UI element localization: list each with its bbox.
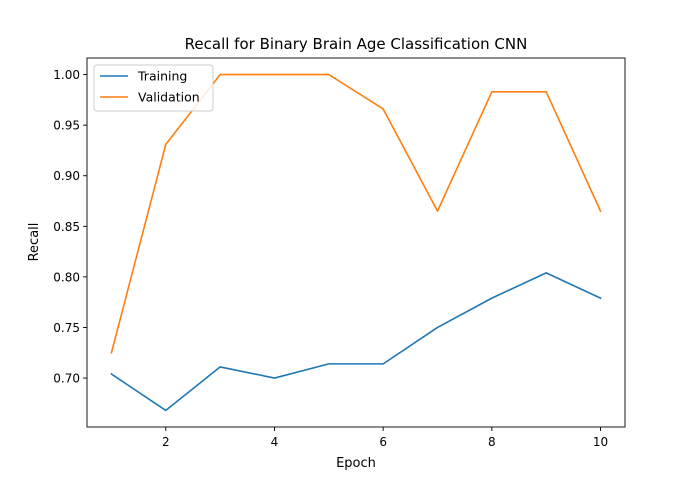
x-tick-label: 8 [488, 435, 496, 449]
plot-area [83, 57, 626, 431]
y-tick-label: 0.90 [53, 169, 80, 183]
x-tick-label: 4 [271, 435, 279, 449]
chart-title: Recall for Binary Brain Age Classificati… [185, 35, 528, 53]
x-tick-label: 2 [162, 435, 170, 449]
legend-label-training: Training [137, 69, 187, 84]
series-line-training [110, 272, 602, 412]
legend-label-validation: Validation [138, 90, 200, 105]
plot-frame [86, 57, 626, 428]
y-tick-label: 0.85 [53, 220, 80, 234]
y-tick-label: 0.75 [53, 321, 80, 335]
y-tick-label: 1.00 [53, 68, 80, 82]
x-tick-label: 10 [593, 435, 608, 449]
x-tick-label: 6 [379, 435, 387, 449]
y-tick-label: 0.80 [53, 270, 80, 284]
x-axis-label: Epoch [336, 456, 376, 471]
legend: Training Validation [93, 64, 214, 112]
y-tick-label: 0.95 [53, 119, 80, 133]
y-axis-label: Recall [27, 223, 42, 262]
y-tick-label: 0.70 [53, 372, 80, 386]
series-line-validation [110, 73, 602, 354]
